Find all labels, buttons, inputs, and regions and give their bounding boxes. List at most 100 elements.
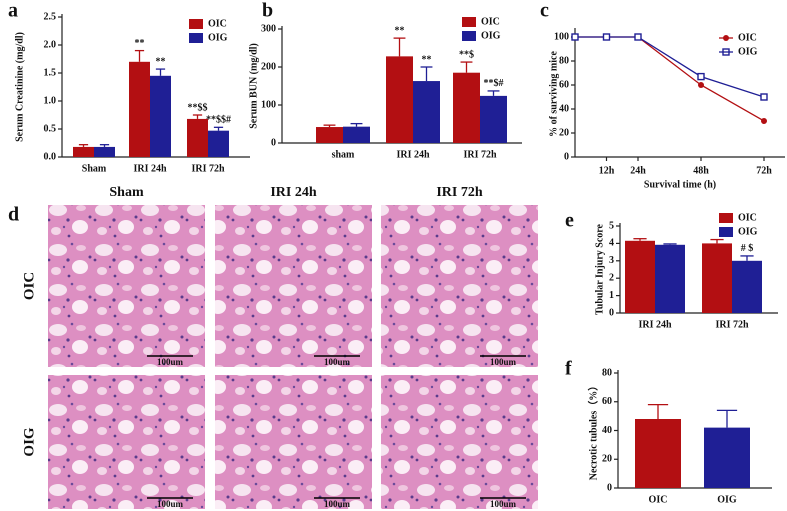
- micrograph: 100um: [381, 375, 538, 509]
- annotation: **: [156, 56, 166, 67]
- y-tick-label: 4: [609, 238, 614, 249]
- bar: [208, 130, 229, 157]
- legend-swatch: [189, 19, 203, 29]
- y-axis-label: Serum Creatinine (mg/dl): [14, 32, 25, 142]
- line: [575, 36, 765, 122]
- bar: [316, 127, 343, 143]
- scale-label: 100um: [324, 357, 351, 367]
- y-tick-label: 100: [554, 31, 569, 42]
- y-tick-label: 40: [559, 103, 569, 114]
- legend-label: OIG: [738, 46, 758, 57]
- y-tick-label: 100: [261, 99, 276, 110]
- annotation: # $: [741, 243, 754, 254]
- micrograph-image: [381, 205, 538, 367]
- y-axis-label: Necrotic tubules（%）: [586, 381, 599, 481]
- micrograph-image: [48, 375, 205, 509]
- bar: [704, 427, 750, 488]
- legend-label: OIG: [208, 32, 228, 43]
- micrograph: 100um: [215, 375, 372, 509]
- y-tick-label: 60: [602, 396, 612, 407]
- micrograph: 100um: [48, 375, 205, 509]
- bar: [635, 419, 681, 488]
- y-tick-label: 300: [261, 23, 276, 34]
- micrograph: 100um: [215, 205, 372, 367]
- panel-label: b: [262, 0, 273, 22]
- scale-label: 100um: [324, 499, 351, 509]
- annotation: **$#: [484, 78, 504, 89]
- panel-label: e: [565, 210, 574, 232]
- scale-label: 100um: [490, 499, 517, 509]
- y-tick-label: 5: [609, 220, 614, 231]
- annotation: **: [395, 25, 405, 36]
- x-tick-label: IRI 72h: [715, 319, 749, 330]
- y-tick-label: 80: [602, 367, 612, 378]
- bar: [625, 240, 655, 313]
- legend-label: OIC: [738, 212, 757, 223]
- bar: [453, 72, 480, 143]
- marker: [697, 72, 705, 81]
- bar: [129, 61, 150, 157]
- annotation: **$$: [188, 102, 208, 113]
- marker: [634, 33, 642, 41]
- y-tick-label: 1: [609, 290, 614, 301]
- row-title: OIG: [21, 427, 37, 457]
- micrograph-image: [48, 205, 205, 367]
- bar: [94, 146, 115, 157]
- y-tick-label: 20: [559, 127, 569, 138]
- row-title: OIC: [21, 272, 37, 300]
- x-tick-label: 48h: [693, 165, 709, 176]
- x-tick-label: 12h: [599, 165, 615, 176]
- y-axis-label: % of surviving mice: [548, 51, 559, 137]
- marker: [698, 82, 704, 88]
- annotation: **$$#: [206, 115, 231, 126]
- x-tick-label: 24h: [630, 165, 646, 176]
- panel-label: d: [8, 204, 19, 226]
- legend-marker: [722, 48, 730, 56]
- y-tick-label: 20: [602, 454, 612, 465]
- bar: [655, 244, 685, 313]
- scale-label: 100um: [157, 357, 184, 367]
- bar: [702, 243, 732, 313]
- scale-label: 100um: [157, 499, 184, 509]
- column-title: Sham: [109, 185, 144, 200]
- x-tick-label: IRI 24h: [638, 319, 672, 330]
- y-tick-label: 2.5: [44, 11, 57, 22]
- y-axis-label: Tubular Injury Score: [594, 223, 605, 315]
- marker: [571, 33, 579, 41]
- micrograph-image: [215, 375, 372, 509]
- y-tick-label: 60: [559, 79, 569, 90]
- panel-label: c: [540, 0, 549, 22]
- bar: [480, 95, 507, 143]
- marker: [760, 93, 768, 101]
- marker: [761, 118, 767, 124]
- line: [575, 36, 765, 98]
- x-tick-label: OIG: [717, 494, 737, 505]
- bar: [732, 260, 762, 313]
- x-tick-label: 72h: [756, 165, 772, 176]
- y-tick-label: 2: [609, 272, 614, 283]
- legend-swatch: [719, 213, 733, 223]
- annotation: **: [135, 38, 145, 49]
- y-axis-label: Serum BUN (mg/dl): [248, 43, 259, 129]
- micrograph: 100um: [48, 205, 205, 367]
- micrograph: 100um: [381, 205, 538, 367]
- x-tick-label: sham: [332, 149, 355, 160]
- y-tick-label: 1.0: [44, 95, 57, 106]
- annotation: **: [422, 54, 432, 65]
- y-tick-label: 40: [602, 425, 612, 436]
- legend-label: OIG: [738, 226, 758, 237]
- legend-label: OIC: [208, 18, 227, 29]
- column-title: IRI 72h: [436, 185, 483, 200]
- x-tick-label: IRI 72h: [463, 149, 497, 160]
- bar: [386, 56, 413, 143]
- y-tick-label: 200: [261, 61, 276, 72]
- y-tick-label: 1.5: [44, 67, 57, 78]
- y-tick-label: 0.5: [44, 123, 57, 134]
- bar: [187, 118, 208, 157]
- y-tick-label: 3: [609, 255, 614, 266]
- legend-label: OIC: [738, 32, 757, 43]
- x-tick-label: IRI 24h: [396, 149, 430, 160]
- y-tick-label: 80: [559, 55, 569, 66]
- micrograph-image: [215, 205, 372, 367]
